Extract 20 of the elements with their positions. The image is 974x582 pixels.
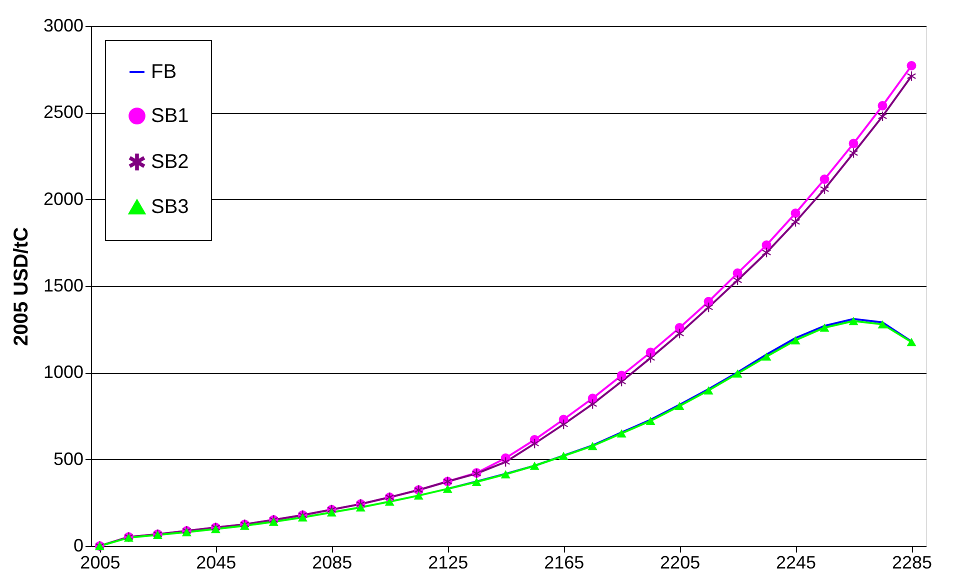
y-tick-label: 0 (73, 536, 84, 556)
legend-label: SB2 (151, 151, 189, 173)
y-tick-label: 1000 (43, 362, 84, 382)
legend-label: SB3 (151, 196, 189, 218)
x-tick-label: 2125 (428, 552, 468, 572)
x-tick-label: 2285 (892, 552, 932, 572)
y-tick-label: 1500 (43, 276, 84, 296)
y-tick-label: 500 (53, 448, 84, 469)
y-tick-label: 2500 (43, 102, 84, 122)
x-tick-label: 2205 (660, 552, 700, 572)
legend-label: FB (151, 61, 177, 83)
x-tick-label: 2245 (776, 552, 816, 572)
x-tick-label: 2045 (196, 552, 236, 572)
legend-label: SB1 (151, 105, 189, 127)
y-tick-label: 3000 (43, 16, 84, 36)
x-tick-label: 2165 (544, 552, 584, 572)
x-tick-label: 2005 (80, 552, 120, 572)
y-axis-title: 2005 USD/tC (10, 227, 32, 346)
y-tick-label: 2000 (43, 188, 84, 209)
x-tick-label: 2085 (312, 552, 352, 572)
